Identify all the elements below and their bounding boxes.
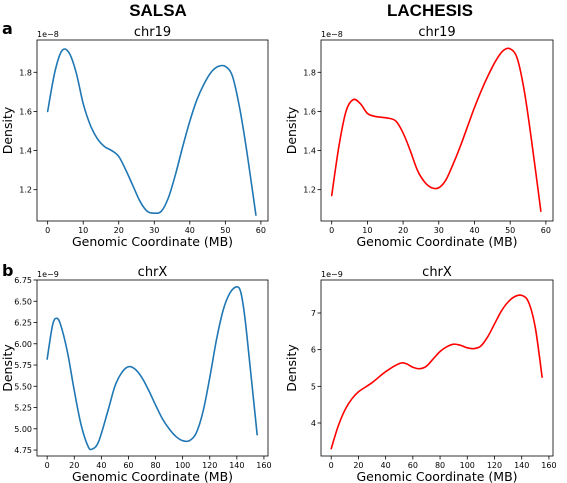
y-tick-label: 1.4	[19, 147, 32, 156]
y-tick-label: 7	[311, 309, 316, 318]
x-tick-label: 50	[220, 226, 230, 235]
chart-panel-0: 0 10 20 30 40 50 60 1.2 1.4 1.6 1.8 1e−8 chr19 Genomi…	[0, 25, 269, 249]
y-exponent-label: 1e−8	[321, 30, 343, 39]
y-tick-label: 5.25	[14, 404, 32, 413]
x-tick-label: 30	[149, 226, 159, 235]
chart-title: chr19	[134, 25, 171, 40]
density-line	[46, 48, 257, 216]
y-tick-label: 6.25	[14, 319, 32, 328]
y-tick-label: 6.75	[14, 276, 32, 285]
y-tick-label: 1.8	[19, 68, 32, 77]
column-heading-lachesis: LACHESIS	[387, 1, 473, 20]
panel-label-b: b	[2, 261, 13, 280]
x-tick-label: 0	[45, 226, 50, 235]
y-tick-label: 5	[311, 382, 316, 391]
x-tick-label: 0	[329, 461, 334, 470]
y-tick-label: 1.2	[303, 186, 316, 195]
y-axis-label: Density	[0, 344, 15, 392]
x-tick-label: 40	[96, 461, 106, 470]
density-line	[46, 286, 258, 451]
density-line	[330, 47, 542, 213]
x-tick-label: 20	[69, 461, 79, 470]
chart-panel-2: 0 20 40 60 80 100 120 140 160 4.75 5.00 5.25 5.50 5.7…	[0, 265, 272, 483]
x-tick-label: 80	[150, 461, 160, 470]
x-axis-label: Genomic Coordinate (MB)	[72, 234, 233, 249]
y-tick-label: 1.4	[303, 147, 316, 156]
x-tick-label: 60	[123, 461, 133, 470]
x-tick-label: 10	[78, 226, 88, 235]
x-tick-label: 140	[229, 461, 244, 470]
x-tick-label: 0	[329, 226, 334, 235]
y-tick-label: 1.6	[19, 107, 32, 116]
x-tick-label: 160	[541, 461, 556, 470]
density-line	[330, 294, 543, 450]
y-tick-label: 5.00	[14, 425, 32, 434]
y-tick-label: 4	[311, 419, 316, 428]
plot-frame	[320, 39, 554, 222]
x-tick-label: 100	[175, 461, 190, 470]
x-tick-label: 0	[45, 461, 50, 470]
x-tick-label: 40	[469, 226, 479, 235]
y-tick-label: 5.75	[14, 361, 32, 370]
x-tick-label: 10	[362, 226, 372, 235]
y-tick-label: 1.2	[19, 186, 32, 195]
x-tick-label: 120	[202, 461, 217, 470]
y-axis-label: Density	[284, 344, 299, 392]
y-tick-label: 6	[311, 346, 316, 355]
x-tick-label: 50	[505, 226, 515, 235]
column-heading-salsa: SALSA	[129, 1, 187, 20]
y-tick-label: 1.6	[303, 107, 316, 116]
x-tick-label: 60	[408, 461, 418, 470]
x-tick-label: 30	[434, 226, 444, 235]
y-exponent-label: 1e−9	[321, 270, 343, 279]
y-axis-label: Density	[284, 106, 299, 154]
chart-title: chrX	[422, 265, 452, 280]
y-exponent-label: 1e−9	[37, 270, 59, 279]
x-tick-label: 40	[381, 461, 391, 470]
x-tick-label: 140	[514, 461, 529, 470]
x-tick-label: 60	[541, 226, 551, 235]
chart-panel-1: 0 10 20 30 40 50 60 1.2 1.4 1.6 1.8 1e−8 chr19 Genomi…	[284, 25, 554, 249]
plot-frame	[36, 279, 269, 457]
y-tick-label: 6.00	[14, 340, 32, 349]
y-tick-label: 5.50	[14, 382, 32, 391]
x-tick-label: 20	[114, 226, 124, 235]
chart-title: chrX	[138, 265, 168, 280]
y-tick-label: 6.50	[14, 297, 32, 306]
x-axis-label: Genomic Coordinate (MB)	[72, 469, 233, 483]
x-tick-label: 20	[398, 226, 408, 235]
plot-frame	[320, 279, 554, 457]
x-tick-label: 160	[256, 461, 271, 470]
y-tick-label: 1.8	[303, 68, 316, 77]
chart-title: chr19	[418, 25, 455, 40]
y-tick-label: 4.75	[14, 446, 32, 455]
x-axis-label: Genomic Coordinate (MB)	[356, 234, 517, 249]
x-tick-label: 40	[185, 226, 195, 235]
y-axis-label: Density	[0, 106, 15, 154]
x-axis-label: Genomic Coordinate (MB)	[356, 469, 517, 483]
x-tick-label: 80	[435, 461, 445, 470]
y-exponent-label: 1e−8	[37, 30, 59, 39]
panel-label-a: a	[2, 19, 13, 38]
x-tick-label: 100	[460, 461, 475, 470]
x-tick-label: 60	[256, 226, 266, 235]
plot-frame	[36, 39, 269, 222]
x-tick-label: 20	[353, 461, 363, 470]
x-tick-label: 120	[487, 461, 502, 470]
chart-panel-3: 0 20 40 60 80 100 120 140 160 4 5 6 7 1e−9 chrX Genomic…	[284, 265, 557, 483]
